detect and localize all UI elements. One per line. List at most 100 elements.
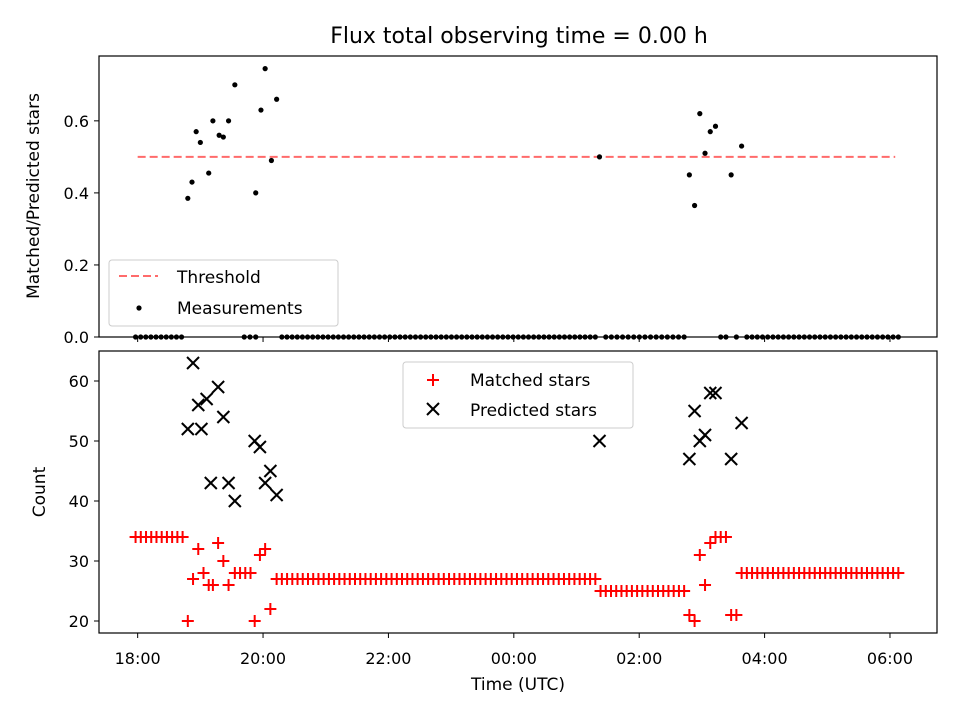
x-tick-label: 06:00	[867, 649, 913, 668]
matched-stars-point	[197, 567, 210, 579]
predicted-stars-point	[682, 452, 697, 466]
predicted-legend-marker	[426, 402, 440, 416]
predicted-stars-point	[263, 464, 278, 478]
matched-stars-point	[253, 549, 266, 561]
count-y-tick-label: 20	[69, 612, 89, 631]
count-y-tick-label: 40	[69, 492, 89, 511]
predicted-legend-label: Predicted stars	[470, 401, 597, 421]
ratio-legend-box	[108, 259, 339, 327]
x-tick-label: 00:00	[491, 649, 537, 668]
measurements-legend-marker	[136, 305, 142, 311]
measurement-point	[739, 143, 745, 149]
matched-stars-point	[892, 567, 905, 579]
matched-stars-point	[678, 585, 691, 597]
threshold-legend-label: Threshold	[176, 268, 261, 288]
measurement-point	[185, 195, 191, 201]
count-x-ticks: 18:00 20:00 22:00 00:00 02:00 04:00 06:00	[115, 633, 913, 668]
matched-legend-marker	[427, 374, 439, 386]
x-tick-label: 02:00	[616, 649, 662, 668]
matched-stars-point	[192, 543, 205, 555]
count-legend: Matched stars Predicted stars	[402, 361, 634, 429]
ratio-x-ticks	[137, 337, 891, 342]
chart-title: Flux total observing time = 0.00 h	[330, 24, 708, 49]
predicted-stars-point	[211, 380, 225, 394]
measurement-point	[193, 129, 199, 135]
measurement-point	[253, 190, 259, 196]
predicted-stars-point	[221, 476, 236, 490]
predicted-stars-point	[269, 488, 284, 502]
measurement-point	[268, 157, 275, 164]
ratio-axes-frame	[98, 55, 938, 338]
count-y-tick-label: 50	[69, 432, 89, 451]
ratio-y-axis-label: Matched/Predicted stars	[24, 93, 44, 299]
measurement-point	[686, 172, 692, 178]
matched-stars-point	[206, 579, 219, 591]
matched-stars-point	[683, 609, 696, 621]
matched-stars-point	[248, 615, 261, 627]
x-tick-label: 20:00	[240, 649, 286, 668]
measurement-point	[220, 134, 226, 140]
matched-stars-point	[259, 543, 272, 555]
predicted-stars-point	[698, 428, 712, 442]
predicted-stars-point	[204, 476, 218, 490]
measurement-point	[225, 118, 232, 124]
matched-stars-point	[187, 573, 200, 585]
matched-stars-point	[719, 531, 732, 543]
x-tick-label: 18:00	[115, 649, 161, 668]
matched-stars-point	[264, 603, 277, 615]
count-y-tick-label: 30	[69, 552, 89, 571]
predicted-stars-point	[703, 386, 717, 400]
matched-stars-point	[688, 615, 701, 627]
matched-stars-point	[693, 549, 706, 561]
matched-stars-point	[181, 615, 194, 627]
predicted-stars-point	[253, 440, 267, 454]
matched-stars-point	[704, 537, 717, 549]
measurement-point	[262, 66, 268, 72]
count-axes-frame	[98, 350, 938, 634]
matched-stars-point	[699, 579, 712, 591]
measurement-point	[210, 118, 216, 124]
predicted-stars-point	[186, 356, 200, 370]
predicted-stars-point	[199, 392, 214, 406]
predicted-stars-point	[181, 422, 195, 436]
count-y-tick-label: 60	[69, 372, 89, 391]
matched-stars-point	[730, 609, 743, 621]
x-tick-label: 04:00	[742, 649, 788, 668]
ratio-y-tick-label: 0.6	[64, 112, 89, 131]
matched-stars-point	[212, 537, 225, 549]
measurement-point	[258, 107, 264, 113]
count-panel: 20 30 40 50 60 18:00 20:00 22:00 00:00 02:00 04:0…	[30, 350, 938, 668]
matched-stars-point	[176, 531, 189, 543]
ratio-y-tick-label: 0.0	[64, 328, 89, 347]
measurement-point	[728, 172, 734, 178]
x-axis-label: Time (UTC)	[470, 675, 565, 695]
predicted-stars-point	[687, 404, 702, 418]
measurement-point	[189, 179, 195, 185]
ratio-y-tick-label: 0.4	[64, 184, 89, 203]
x-tick-label: 22:00	[365, 649, 411, 668]
predicted-stars-point	[708, 386, 723, 400]
measurement-point	[707, 129, 713, 135]
measurement-point	[206, 170, 212, 176]
predicted-stars-point	[194, 422, 209, 436]
measurement-point	[197, 139, 203, 146]
predicted-stars-point	[216, 410, 231, 424]
matched-stars-point	[244, 567, 257, 579]
count-legend-box	[402, 361, 634, 429]
predicted-stars-point	[592, 434, 607, 448]
measurement-point	[697, 111, 703, 117]
matched-legend-label: Matched stars	[470, 371, 590, 391]
matched-stars-point	[217, 555, 230, 567]
ratio-legend: Threshold Measurements	[108, 259, 339, 327]
measurement-point	[232, 82, 238, 88]
predicted-stars-point	[191, 398, 205, 412]
predicted-stars-point	[228, 494, 242, 508]
ratio-y-ticks: 0.0 0.2 0.4 0.6	[64, 112, 99, 347]
measurement-point	[691, 202, 698, 209]
matched-stars-point	[222, 579, 235, 591]
count-points-layer	[129, 356, 905, 627]
measurement-point	[274, 96, 280, 102]
count-y-ticks: 20 30 40 50 60	[69, 372, 99, 631]
